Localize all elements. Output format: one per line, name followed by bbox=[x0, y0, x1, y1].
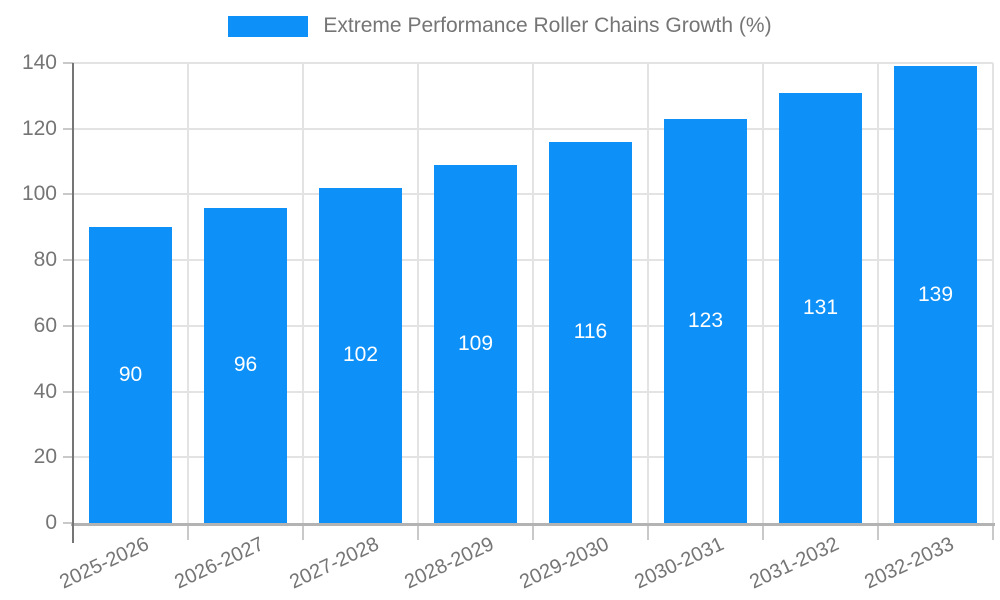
gridline bbox=[762, 63, 764, 523]
x-axis-tick bbox=[877, 525, 879, 540]
bar-value-label: 139 bbox=[917, 282, 954, 306]
bar-value-label: 96 bbox=[233, 353, 258, 377]
plot-area: 90 96 102 109 116 123 131 139 bbox=[73, 62, 994, 523]
bar-value-label: 90 bbox=[118, 363, 143, 387]
y-axis-tick bbox=[63, 127, 73, 130]
legend-item[interactable]: Extreme Performance Roller Chains Growth… bbox=[228, 14, 772, 38]
x-axis-tick bbox=[417, 525, 419, 540]
gridline bbox=[532, 63, 534, 523]
x-axis-tick bbox=[647, 525, 649, 540]
y-tick-label: 100 bbox=[21, 182, 57, 206]
x-axis-tick bbox=[532, 525, 534, 540]
gridline bbox=[417, 63, 419, 523]
x-tick-label: 2026-2027 bbox=[170, 533, 267, 594]
bar-value-label: 123 bbox=[687, 308, 724, 332]
bar[interactable]: 139 bbox=[894, 66, 977, 523]
y-tick-label: 140 bbox=[21, 51, 57, 74]
legend-swatch-icon bbox=[228, 15, 309, 37]
gridline bbox=[187, 63, 189, 523]
bar[interactable]: 102 bbox=[319, 187, 402, 523]
y-axis-line bbox=[72, 63, 74, 543]
y-tick-label: 20 bbox=[33, 445, 57, 469]
y-tick-label: 120 bbox=[21, 116, 57, 140]
y-axis-tick bbox=[63, 193, 73, 196]
y-tick-label: 0 bbox=[45, 511, 57, 534]
bar[interactable]: 90 bbox=[89, 227, 172, 523]
bar[interactable]: 109 bbox=[434, 164, 517, 523]
y-tick-label: 60 bbox=[33, 313, 57, 337]
x-tick-label: 2025-2026 bbox=[55, 533, 152, 594]
x-axis-tick bbox=[762, 525, 764, 540]
bar-value-label: 102 bbox=[342, 343, 379, 367]
x-axis-tick bbox=[992, 525, 994, 540]
gridline bbox=[992, 63, 994, 523]
x-tick-label: 2031-2032 bbox=[745, 533, 842, 594]
x-axis-tick bbox=[302, 525, 304, 540]
y-axis-tick bbox=[63, 522, 73, 524]
bar[interactable]: 131 bbox=[779, 92, 862, 523]
x-axis-line bbox=[71, 523, 995, 526]
gridline bbox=[302, 63, 304, 523]
bar[interactable]: 96 bbox=[204, 207, 287, 523]
x-axis-tick bbox=[187, 525, 189, 540]
legend-label: Extreme Performance Roller Chains Growth… bbox=[323, 14, 772, 37]
y-axis-tick bbox=[63, 390, 73, 393]
x-tick-label: 2030-2031 bbox=[630, 533, 727, 594]
gridline bbox=[877, 63, 879, 523]
bar-value-label: 109 bbox=[457, 331, 494, 355]
bar[interactable]: 123 bbox=[664, 118, 747, 523]
y-axis-tick bbox=[63, 259, 73, 262]
x-tick-label: 2029-2030 bbox=[515, 533, 612, 594]
gridline bbox=[647, 63, 649, 523]
bar[interactable]: 116 bbox=[549, 141, 632, 523]
x-tick-label: 2028-2029 bbox=[400, 533, 497, 594]
y-axis-tick bbox=[63, 456, 73, 459]
x-tick-label: 2032-2033 bbox=[860, 533, 957, 594]
y-tick-label: 80 bbox=[33, 248, 57, 272]
bar-value-label: 116 bbox=[573, 320, 608, 344]
y-tick-label: 40 bbox=[33, 379, 57, 403]
x-tick-label: 2027-2028 bbox=[285, 533, 382, 594]
y-axis-tick bbox=[63, 324, 73, 327]
legend: Extreme Performance Roller Chains Growth… bbox=[0, 14, 1000, 38]
bar-value-label: 131 bbox=[802, 295, 839, 319]
y-axis-tick bbox=[63, 62, 73, 64]
